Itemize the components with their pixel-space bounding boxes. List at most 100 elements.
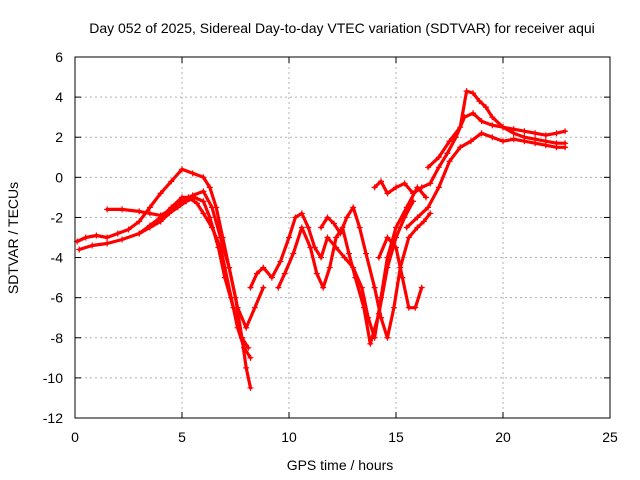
data-point <box>371 284 378 291</box>
data-point <box>457 124 464 131</box>
data-point <box>542 142 549 149</box>
data-point <box>422 194 429 201</box>
data-point <box>298 224 305 231</box>
data-point <box>104 234 111 241</box>
data-point <box>562 128 569 135</box>
data-point <box>384 334 391 341</box>
series-arc-4 <box>137 195 250 350</box>
y-tick-label: 0 <box>55 169 63 185</box>
data-point <box>191 194 198 201</box>
data-point <box>298 210 305 217</box>
series-arc-11 <box>405 131 567 230</box>
data-point <box>352 274 359 281</box>
grid <box>75 57 610 418</box>
data-point <box>414 214 421 221</box>
data-point <box>290 250 297 257</box>
data-point <box>251 304 258 311</box>
data-point <box>307 244 314 251</box>
series-arc-3 <box>105 189 265 330</box>
data-point <box>435 154 442 161</box>
data-point <box>418 184 425 191</box>
data-point <box>114 230 121 237</box>
data-point <box>562 144 569 151</box>
data-point <box>226 264 233 271</box>
data-point <box>206 184 213 191</box>
data-point <box>146 224 153 231</box>
data-point <box>378 178 385 185</box>
data-point <box>371 184 378 191</box>
data-point <box>384 190 391 197</box>
data-point <box>418 284 425 291</box>
data-point <box>292 214 299 221</box>
y-tick-label: -8 <box>51 330 64 346</box>
y-tick-label: -6 <box>51 290 64 306</box>
series-arc-9 <box>373 111 567 195</box>
data-point <box>179 166 185 173</box>
data-point <box>136 218 143 225</box>
data-point <box>482 104 489 111</box>
chart-title: Day 052 of 2025, Sidereal Day-to-day VTE… <box>89 20 595 36</box>
data-point <box>268 274 275 281</box>
data-point <box>414 224 421 231</box>
data-point <box>146 204 153 211</box>
tick-layer: 0 5 10 15 20 25 -12 -10 -8 -6 -4 -2 0 2 4 6 <box>43 49 618 445</box>
data-point <box>217 234 224 241</box>
y-tick-label: -10 <box>43 370 63 386</box>
data-point <box>305 224 312 231</box>
data-point <box>393 244 399 251</box>
data-point <box>425 204 432 211</box>
x-tick-label: 10 <box>281 429 297 445</box>
data-point <box>277 258 284 265</box>
data-point <box>208 204 215 211</box>
x-tick-label: 20 <box>495 429 511 445</box>
data-point <box>553 130 560 137</box>
data-point <box>510 130 517 137</box>
y-tick-label: 6 <box>55 49 63 65</box>
data-point <box>410 198 417 205</box>
data-point <box>313 270 320 277</box>
data-point <box>104 206 111 213</box>
data-point <box>93 232 100 239</box>
data-point <box>157 218 164 225</box>
data-point <box>470 90 477 97</box>
data-point <box>510 136 517 143</box>
data-point <box>463 88 470 95</box>
data-point <box>446 138 453 145</box>
data-point <box>390 304 397 311</box>
data-point <box>119 206 126 213</box>
series-layer <box>74 88 569 391</box>
data-point <box>405 304 412 311</box>
data-point <box>157 212 164 219</box>
series-arc-7 <box>319 205 432 340</box>
data-point <box>378 314 385 321</box>
data-point <box>318 224 325 231</box>
data-point <box>521 128 528 135</box>
data-point <box>324 214 331 221</box>
data-point <box>82 234 89 241</box>
data-point <box>467 138 474 145</box>
y-tick-label: -4 <box>51 250 64 266</box>
data-point <box>193 200 200 207</box>
data-point <box>146 210 153 217</box>
data-point <box>76 246 83 253</box>
data-point <box>125 226 132 233</box>
data-point <box>360 304 367 311</box>
data-point <box>168 178 175 185</box>
data-point <box>367 340 374 347</box>
data-point <box>393 184 399 191</box>
data-point <box>412 304 419 311</box>
data-point <box>281 270 288 277</box>
data-point <box>260 284 267 291</box>
data-point <box>343 214 350 221</box>
data-point <box>89 242 96 249</box>
data-point <box>136 208 143 215</box>
data-point <box>401 214 408 221</box>
data-point <box>230 304 237 311</box>
data-point <box>200 198 207 205</box>
data-point <box>245 344 252 351</box>
data-point <box>410 190 417 197</box>
data-point <box>215 244 222 251</box>
data-point <box>341 254 348 261</box>
data-point <box>470 110 477 117</box>
